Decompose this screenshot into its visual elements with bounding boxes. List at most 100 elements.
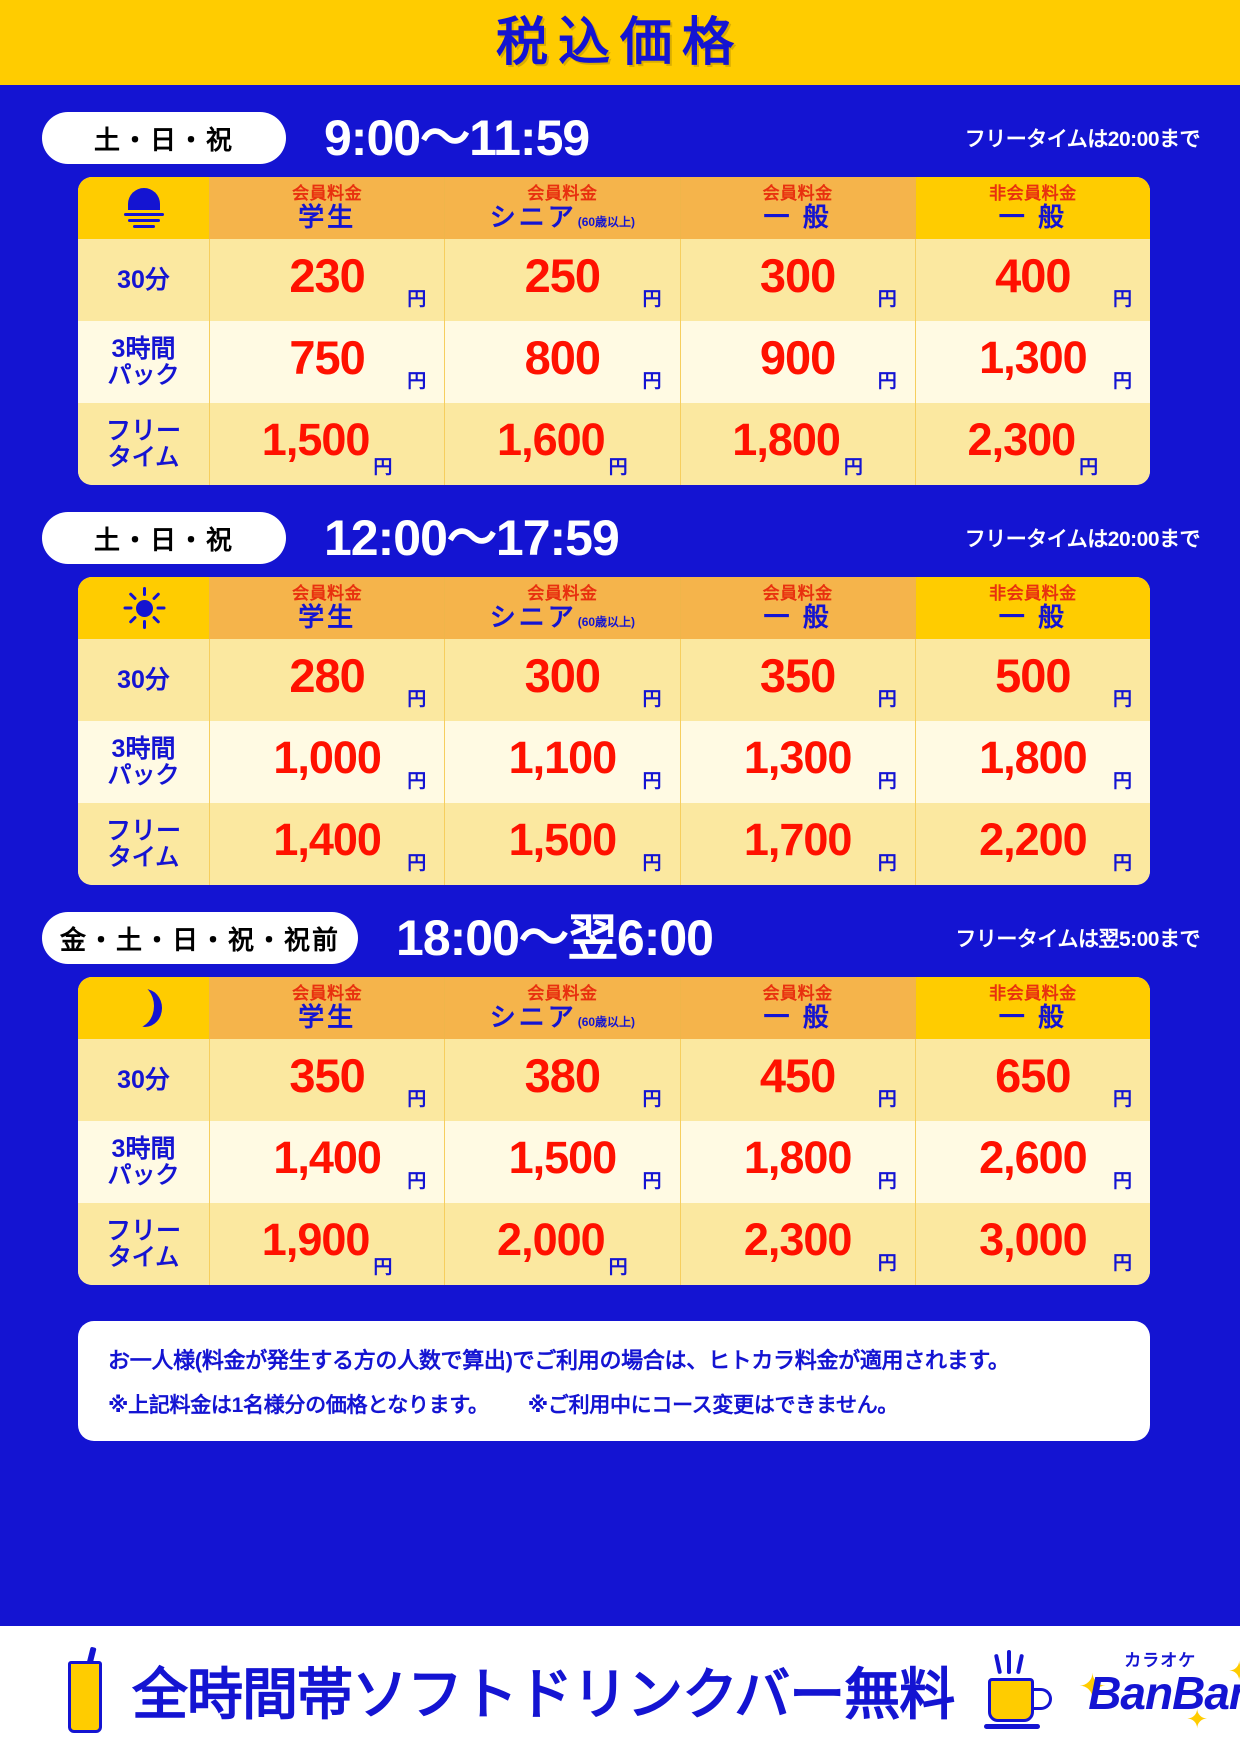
price-cell: 1,100 円 (445, 721, 681, 803)
yen-unit: 円 (642, 689, 662, 710)
price-value: 2,300 (967, 413, 1077, 465)
price-cell: 250 円 (445, 239, 681, 321)
price-cell: 1,800 円 (916, 721, 1150, 803)
column-header-senior: 会員料金 シニア (60歳以上) (445, 577, 681, 639)
row-label: フリー タイム (78, 403, 210, 485)
price-cell: 280 円 (210, 639, 446, 721)
table-header-row: 会員料金 学生 会員料金 シニア (60歳以上) 会員料金 一 般 非会員料金 一… (78, 977, 1150, 1039)
column-name-label: 学生 (298, 1001, 357, 1032)
price-cell: 2,200 円 (916, 803, 1150, 885)
table-row: 3時間 パック 750 円 800 円 900 円 1,300 円 (78, 321, 1150, 403)
column-name-label: シニア (60歳以上) (489, 1001, 636, 1032)
table-row: フリー タイム 1,400 円 1,500 円 1,700 円 2,200 円 (78, 803, 1150, 885)
price-cell: 1,400 円 (210, 803, 446, 885)
row-label: フリー タイム (78, 1203, 210, 1285)
column-kind-label: 会員料金 (762, 983, 833, 1003)
yen-unit: 円 (843, 457, 863, 478)
price-value: 300 (524, 648, 601, 702)
price-cell: 3,000 円 (916, 1203, 1150, 1285)
price-cell: 380 円 (445, 1039, 681, 1121)
price-value: 650 (995, 1048, 1071, 1102)
price-value: 350 (759, 648, 836, 702)
price-value: 1,500 (261, 413, 371, 465)
yen-unit: 円 (877, 371, 897, 392)
logo-top-text: カラオケ (1124, 1651, 1197, 1670)
note-secondary-a: ※上記料金は1名様分の価格となります。 (108, 1393, 489, 1417)
price-cell: 2,300 円 (916, 403, 1150, 485)
price-value: 1,500 (508, 813, 618, 865)
price-cell: 300 円 (445, 639, 681, 721)
day-badge: 金・土・日・祝・祝前 (42, 912, 359, 964)
column-kind-label: 非会員料金 (989, 183, 1077, 203)
day-badge-label: 土・日・祝 (93, 124, 234, 155)
price-cell: 900 円 (681, 321, 916, 403)
table-row: 30分 230 円 250 円 300 円 400 円 (78, 239, 1150, 321)
table-row: 30分 350 円 380 円 450 円 650 円 (78, 1039, 1150, 1121)
header-icon-cell (78, 977, 210, 1039)
price-table: 会員料金 学生 会員料金 シニア (60歳以上) 会員料金 一 般 非会員料金 一… (78, 977, 1150, 1285)
column-header-student: 会員料金 学生 (210, 977, 446, 1039)
yen-unit: 円 (877, 771, 897, 792)
yen-unit: 円 (1112, 853, 1132, 874)
note-secondary-b: ※ご利用中にコース変更はできません。 (527, 1393, 899, 1417)
yen-unit: 円 (1112, 289, 1132, 310)
column-header-student: 会員料金 学生 (210, 177, 446, 239)
yen-unit: 円 (373, 1257, 393, 1278)
pricing-section-morning: 土・日・祝 9:00〜11:59 フリータイムは20:00まで 会員料金 学生 … (0, 107, 1240, 485)
yen-unit: 円 (642, 289, 662, 310)
price-cell: 1,300 円 (681, 721, 916, 803)
yen-unit: 円 (407, 689, 427, 710)
price-cell: 500 円 (916, 639, 1150, 721)
price-value: 1,000 (273, 731, 382, 783)
yen-unit: 円 (373, 457, 393, 478)
table-row: フリー タイム 1,500 円 1,600 円 1,800 円 2,300 円 (78, 403, 1150, 485)
sun-icon (123, 587, 165, 629)
price-cell: 1,500 円 (445, 1121, 681, 1203)
yen-unit: 円 (1112, 689, 1132, 710)
yen-unit: 円 (407, 371, 427, 392)
column-kind-label: 会員料金 (292, 183, 363, 203)
price-value: 2,000 (497, 1213, 606, 1265)
column-header-senior: 会員料金 シニア (60歳以上) (445, 177, 681, 239)
yen-unit: 円 (877, 1253, 897, 1274)
price-cell: 350 円 (210, 1039, 446, 1121)
column-kind-label: 会員料金 (762, 583, 833, 603)
yen-unit: 円 (877, 289, 897, 310)
price-cell: 1,800 円 (681, 403, 916, 485)
row-label: 30分 (78, 239, 210, 321)
table-row: 30分 280 円 300 円 350 円 500 円 (78, 639, 1150, 721)
yen-unit: 円 (407, 1089, 427, 1110)
day-badge-label: 金・土・日・祝・祝前 (60, 924, 341, 955)
price-value: 900 (759, 330, 836, 384)
note-secondary: ※上記料金は1名様分の価格となります。 ※ご利用中にコース変更はできません。 (108, 1392, 1122, 1419)
price-value: 450 (759, 1048, 836, 1102)
price-cell: 2,000 円 (445, 1203, 681, 1285)
header-icon-cell (78, 577, 210, 639)
row-label: フリー タイム (78, 803, 210, 885)
price-cell: 650 円 (916, 1039, 1150, 1121)
yen-unit: 円 (1112, 1253, 1132, 1274)
column-header-student: 会員料金 学生 (210, 577, 446, 639)
header-icon-cell (78, 177, 210, 239)
banban-logo: ✦ ✦ ✦ カラオケ BanBan (1078, 1644, 1240, 1736)
row-label: 30分 (78, 639, 210, 721)
price-cell: 400 円 (916, 239, 1150, 321)
price-value: 1,700 (743, 813, 853, 865)
drink-cup-icon (62, 1646, 110, 1733)
column-name-label: 一 般 (998, 1001, 1067, 1032)
column-name-sub: (60歳以上) (577, 614, 636, 629)
coffee-mug-icon (980, 1648, 1056, 1732)
price-table: 会員料金 学生 会員料金 シニア (60歳以上) 会員料金 一 般 非会員料金 一… (78, 577, 1150, 885)
column-header-general-nonmember: 非会員料金 一 般 (915, 577, 1150, 639)
price-value: 2,300 (743, 1213, 853, 1265)
price-value: 1,800 (732, 413, 841, 465)
price-value: 2,600 (979, 1131, 1088, 1183)
price-value: 1,100 (508, 731, 618, 783)
yen-unit: 円 (1112, 771, 1132, 792)
column-name-label: 学生 (298, 601, 357, 632)
day-badge-label: 土・日・祝 (93, 524, 234, 555)
column-name-label: 一 般 (998, 601, 1067, 632)
yen-unit: 円 (642, 1171, 662, 1192)
column-kind-label: 会員料金 (292, 583, 363, 603)
column-kind-label: 非会員料金 (989, 583, 1077, 603)
